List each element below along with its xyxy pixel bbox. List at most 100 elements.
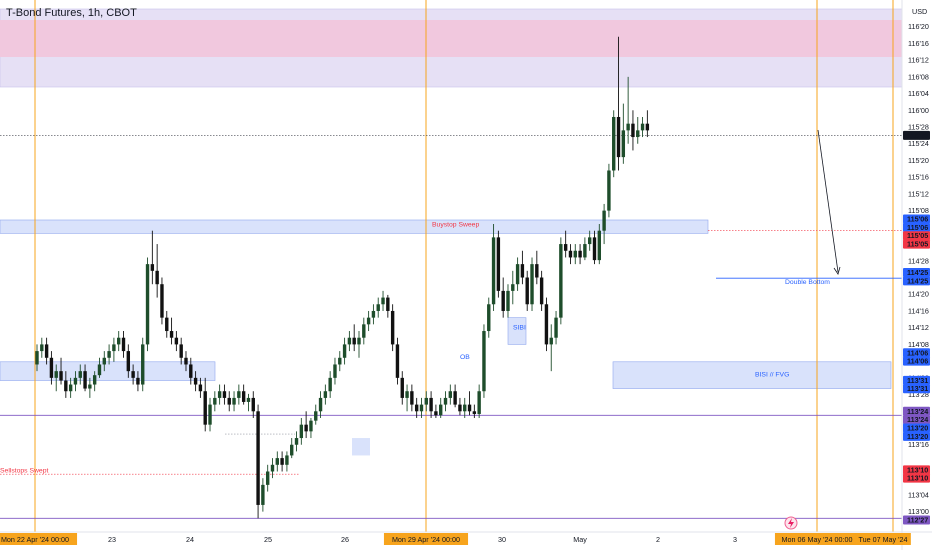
candle bbox=[280, 451, 284, 472]
price-tag bbox=[903, 231, 930, 241]
candle bbox=[222, 384, 227, 405]
candle-body bbox=[612, 116, 616, 171]
candle-body bbox=[515, 264, 520, 285]
candle-body bbox=[246, 397, 251, 402]
candle-body bbox=[323, 391, 328, 398]
time-axis[interactable]: Mon 22 Apr '24 00:00 23 24 25 26 Mon 29 Apr '… bbox=[0, 533, 911, 545]
candle bbox=[535, 250, 539, 285]
candle-body bbox=[155, 270, 159, 285]
candle-body bbox=[390, 310, 395, 345]
candle-body bbox=[160, 284, 164, 318]
candle-body bbox=[597, 230, 602, 261]
candle bbox=[467, 391, 472, 416]
candle-body bbox=[102, 357, 106, 365]
candle-body bbox=[453, 391, 457, 405]
price-tag bbox=[903, 384, 930, 394]
candle bbox=[97, 357, 102, 378]
candle-body bbox=[573, 250, 577, 258]
candle bbox=[256, 404, 260, 519]
candle bbox=[563, 230, 568, 258]
time-tag bbox=[774, 533, 860, 545]
candle-body bbox=[59, 371, 63, 381]
candle-body bbox=[107, 351, 111, 358]
candle-body bbox=[448, 391, 453, 398]
candle bbox=[141, 337, 145, 392]
candle bbox=[112, 337, 116, 362]
candle-body bbox=[333, 364, 337, 378]
price-tag bbox=[903, 130, 930, 140]
candle-body bbox=[439, 404, 443, 416]
price-tag-label: 113'31 bbox=[907, 384, 928, 393]
candle bbox=[160, 277, 164, 325]
candle-body bbox=[410, 391, 414, 405]
candle-body bbox=[583, 244, 587, 258]
price-tag bbox=[903, 431, 930, 441]
price-tag-label: 113'31 bbox=[907, 376, 928, 385]
candle bbox=[68, 377, 73, 398]
candle-body bbox=[145, 264, 150, 345]
price-tag-label: 114'06 bbox=[907, 348, 928, 357]
price-tick-label: 113'04 bbox=[908, 490, 929, 499]
price-tag bbox=[903, 348, 930, 358]
candle bbox=[530, 257, 534, 311]
candle bbox=[458, 397, 462, 416]
order-block-zone bbox=[0, 361, 216, 381]
candle-body bbox=[477, 391, 481, 414]
price-tick-label: 116'00 bbox=[908, 106, 929, 115]
candle bbox=[275, 451, 279, 472]
candle bbox=[217, 384, 222, 405]
candle-body bbox=[189, 364, 193, 378]
candle bbox=[155, 244, 159, 298]
candle-body bbox=[467, 404, 472, 412]
candle-body bbox=[434, 411, 438, 416]
price-tag-label: 115'06 bbox=[907, 214, 928, 223]
candle-body bbox=[626, 123, 630, 131]
candle-body bbox=[270, 464, 275, 472]
candle-body bbox=[68, 384, 73, 392]
projection-arrow-head bbox=[833, 266, 841, 275]
price-tag bbox=[903, 375, 930, 385]
candle-body bbox=[395, 344, 400, 378]
price-tick-label: 115'08 bbox=[908, 206, 929, 215]
candle-body bbox=[131, 371, 135, 378]
candle bbox=[386, 294, 390, 318]
lightning-icon[interactable] bbox=[784, 516, 798, 530]
candle bbox=[506, 284, 510, 318]
time-tag bbox=[0, 533, 78, 545]
currency-label[interactable]: USD bbox=[912, 7, 927, 16]
candle-body bbox=[376, 304, 380, 311]
candle-body bbox=[304, 424, 308, 432]
candle bbox=[381, 290, 385, 311]
candle-body bbox=[592, 237, 597, 261]
candle bbox=[265, 464, 270, 492]
candle-body bbox=[241, 391, 246, 402]
candle-body bbox=[357, 337, 361, 345]
price-tag-label: 113'24 bbox=[907, 415, 928, 424]
candle bbox=[395, 337, 400, 385]
price-tick-label: 114'16 bbox=[908, 306, 929, 315]
candle bbox=[193, 371, 198, 392]
candle bbox=[285, 451, 289, 472]
candle-body bbox=[150, 264, 155, 271]
candle bbox=[631, 110, 635, 151]
candle-body bbox=[424, 397, 428, 405]
candle-body bbox=[338, 357, 342, 365]
candle bbox=[511, 270, 515, 305]
candle bbox=[299, 417, 304, 445]
candle-body bbox=[261, 484, 265, 505]
candle bbox=[366, 310, 371, 332]
candle bbox=[390, 304, 395, 352]
candle bbox=[169, 317, 174, 345]
candle-body bbox=[112, 344, 116, 352]
candle-body bbox=[362, 324, 366, 338]
candle-body bbox=[400, 377, 404, 398]
price-tick-label: 113'00 bbox=[908, 507, 929, 516]
candle bbox=[640, 116, 645, 138]
candle-body bbox=[73, 377, 78, 385]
candle bbox=[347, 331, 352, 352]
annotation-label: Buystop Sweep bbox=[432, 222, 479, 229]
candle bbox=[102, 351, 106, 372]
price-axis[interactable]: 116'20 116'16 116'12 116'08 116'04 116'00 115'… bbox=[903, 22, 930, 525]
candle bbox=[83, 364, 87, 392]
